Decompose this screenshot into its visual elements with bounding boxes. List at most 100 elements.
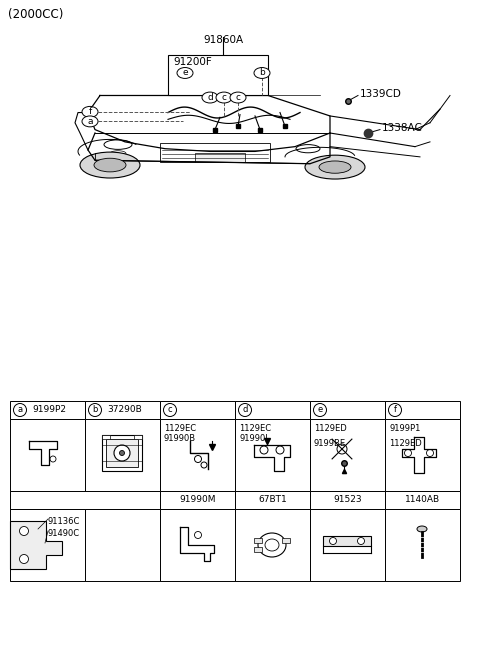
Text: e: e bbox=[182, 68, 188, 77]
Polygon shape bbox=[323, 536, 371, 546]
FancyBboxPatch shape bbox=[310, 491, 385, 509]
FancyBboxPatch shape bbox=[10, 419, 85, 491]
Text: 37290B: 37290B bbox=[107, 405, 142, 415]
Ellipse shape bbox=[305, 155, 365, 179]
Text: 91990M: 91990M bbox=[179, 495, 216, 504]
Circle shape bbox=[254, 68, 270, 79]
Text: 91523: 91523 bbox=[333, 495, 362, 504]
Ellipse shape bbox=[194, 455, 202, 462]
Ellipse shape bbox=[265, 539, 279, 551]
Text: e: e bbox=[317, 405, 323, 415]
FancyBboxPatch shape bbox=[310, 401, 385, 419]
Text: 1129ED: 1129ED bbox=[314, 424, 347, 433]
FancyBboxPatch shape bbox=[102, 435, 142, 471]
FancyBboxPatch shape bbox=[102, 435, 110, 439]
Ellipse shape bbox=[417, 526, 427, 532]
FancyBboxPatch shape bbox=[235, 509, 310, 581]
Polygon shape bbox=[10, 521, 62, 569]
Ellipse shape bbox=[20, 554, 28, 564]
FancyBboxPatch shape bbox=[10, 491, 160, 509]
FancyBboxPatch shape bbox=[160, 143, 270, 162]
FancyBboxPatch shape bbox=[310, 509, 385, 581]
Circle shape bbox=[202, 92, 218, 103]
FancyBboxPatch shape bbox=[235, 491, 310, 509]
Ellipse shape bbox=[258, 533, 286, 557]
FancyBboxPatch shape bbox=[168, 54, 268, 96]
Circle shape bbox=[88, 403, 101, 417]
Circle shape bbox=[82, 106, 98, 117]
Text: c: c bbox=[221, 93, 227, 102]
Circle shape bbox=[313, 403, 326, 417]
FancyBboxPatch shape bbox=[254, 547, 262, 552]
FancyBboxPatch shape bbox=[385, 509, 460, 581]
FancyBboxPatch shape bbox=[134, 435, 142, 439]
Text: f: f bbox=[88, 108, 92, 116]
Ellipse shape bbox=[120, 451, 124, 455]
Text: 91490C: 91490C bbox=[48, 529, 80, 538]
Text: 91990B: 91990B bbox=[164, 434, 196, 443]
Text: d: d bbox=[242, 405, 248, 415]
Ellipse shape bbox=[50, 456, 56, 462]
Ellipse shape bbox=[114, 445, 130, 461]
Text: c: c bbox=[236, 93, 240, 102]
Text: 9199P2: 9199P2 bbox=[32, 405, 66, 415]
FancyBboxPatch shape bbox=[160, 419, 235, 491]
Circle shape bbox=[82, 116, 98, 127]
FancyBboxPatch shape bbox=[10, 509, 85, 581]
Ellipse shape bbox=[260, 446, 268, 454]
Circle shape bbox=[230, 92, 246, 103]
Text: c: c bbox=[168, 405, 172, 415]
Text: (2000CC): (2000CC) bbox=[8, 8, 63, 21]
Circle shape bbox=[164, 403, 177, 417]
Text: 1339CD: 1339CD bbox=[360, 89, 402, 99]
Text: a: a bbox=[87, 117, 93, 126]
Circle shape bbox=[239, 403, 252, 417]
FancyBboxPatch shape bbox=[10, 401, 85, 419]
Ellipse shape bbox=[94, 158, 126, 172]
FancyBboxPatch shape bbox=[160, 401, 235, 419]
Ellipse shape bbox=[80, 152, 140, 178]
Text: b: b bbox=[92, 405, 98, 415]
Text: 91860A: 91860A bbox=[203, 35, 243, 45]
Text: 1338AC: 1338AC bbox=[382, 123, 423, 133]
Circle shape bbox=[388, 403, 401, 417]
FancyBboxPatch shape bbox=[85, 509, 160, 581]
Text: d: d bbox=[207, 93, 213, 102]
Ellipse shape bbox=[110, 151, 126, 156]
Ellipse shape bbox=[358, 537, 364, 544]
FancyBboxPatch shape bbox=[160, 491, 235, 509]
Ellipse shape bbox=[427, 449, 433, 457]
Circle shape bbox=[177, 68, 193, 79]
Ellipse shape bbox=[296, 144, 320, 153]
Ellipse shape bbox=[276, 446, 284, 454]
Text: 1129ED: 1129ED bbox=[389, 439, 422, 448]
FancyBboxPatch shape bbox=[385, 419, 460, 491]
Ellipse shape bbox=[337, 444, 347, 454]
Text: 67BT1: 67BT1 bbox=[258, 495, 287, 504]
Ellipse shape bbox=[104, 140, 132, 150]
Ellipse shape bbox=[329, 537, 336, 544]
FancyBboxPatch shape bbox=[235, 419, 310, 491]
FancyBboxPatch shape bbox=[106, 439, 138, 467]
Ellipse shape bbox=[319, 161, 351, 173]
FancyBboxPatch shape bbox=[85, 401, 160, 419]
Circle shape bbox=[13, 403, 26, 417]
Ellipse shape bbox=[405, 449, 411, 457]
FancyBboxPatch shape bbox=[385, 401, 460, 419]
Ellipse shape bbox=[201, 462, 207, 468]
Ellipse shape bbox=[194, 531, 202, 539]
Text: 9199BE: 9199BE bbox=[314, 439, 346, 448]
FancyBboxPatch shape bbox=[195, 154, 245, 161]
Text: b: b bbox=[259, 68, 265, 77]
Text: 91990I: 91990I bbox=[239, 434, 268, 443]
Text: 91136C: 91136C bbox=[48, 517, 80, 526]
FancyBboxPatch shape bbox=[310, 419, 385, 491]
FancyBboxPatch shape bbox=[282, 538, 290, 543]
FancyBboxPatch shape bbox=[235, 401, 310, 419]
Text: f: f bbox=[394, 405, 396, 415]
Text: a: a bbox=[17, 405, 23, 415]
FancyBboxPatch shape bbox=[385, 491, 460, 509]
Ellipse shape bbox=[20, 527, 28, 535]
Circle shape bbox=[216, 92, 232, 103]
FancyBboxPatch shape bbox=[254, 538, 262, 543]
